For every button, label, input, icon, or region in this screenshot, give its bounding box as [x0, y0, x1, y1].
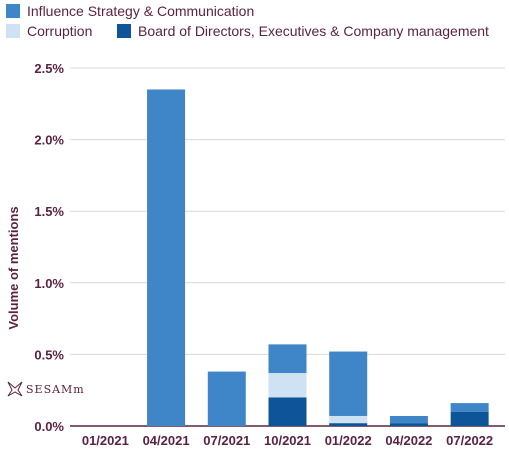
- bar-segment: [389, 415, 428, 424]
- legend-label: Influence Strategy & Communication: [27, 3, 254, 19]
- y-tick-label: 1.5%: [34, 204, 64, 219]
- y-tick-label: 2.0%: [34, 133, 64, 148]
- sesamm-logo: SESAMm: [7, 381, 85, 397]
- y-tick-label: 0.0%: [34, 419, 64, 434]
- x-tick-label: 07/2022: [446, 433, 493, 448]
- x-tick-label: 04/2022: [385, 433, 432, 448]
- y-axis-ticks: 0.0% 0.5% 1.0% 1.5% 2.0% 2.5%: [34, 61, 64, 434]
- bar-segment: [389, 423, 428, 426]
- bar-segment: [329, 423, 368, 426]
- y-axis-title: Volume of mentions: [6, 206, 21, 329]
- bar-segment: [268, 397, 307, 426]
- x-tick-label: 01/2021: [82, 433, 129, 448]
- bar-segment: [268, 344, 307, 374]
- y-tick-label: 1.0%: [34, 276, 64, 291]
- bar-segment: [329, 415, 368, 424]
- logo-text: SESAMm: [26, 383, 85, 396]
- legend-swatch: [6, 4, 20, 18]
- legend: Influence Strategy & Communication Corrup…: [6, 3, 489, 39]
- legend-swatch: [117, 24, 131, 38]
- logo-mark-icon: [7, 381, 23, 397]
- legend-label: Corruption: [27, 23, 92, 39]
- bar-segment: [207, 371, 246, 426]
- y-tick-label: 2.5%: [34, 61, 64, 76]
- bar-segment: [268, 373, 307, 398]
- y-tick-label: 0.5%: [34, 347, 64, 362]
- gridlines: [70, 67, 505, 427]
- bar-segment: [147, 89, 186, 426]
- x-tick-label: 04/2021: [143, 433, 190, 448]
- x-axis-ticks: 01/2021 04/2021 07/2021 10/2021 01/2022 04/20…: [82, 433, 493, 448]
- bars: [147, 89, 489, 426]
- legend-swatch: [6, 24, 20, 38]
- x-tick-label: 01/2022: [325, 433, 372, 448]
- bar-segment: [329, 351, 368, 416]
- x-tick-label: 07/2021: [203, 433, 250, 448]
- x-tick-label: 10/2021: [264, 433, 311, 448]
- bar-segment: [450, 411, 489, 426]
- legend-label: Board of Directors, Executives & Company…: [138, 23, 489, 39]
- bar-segment: [450, 403, 489, 412]
